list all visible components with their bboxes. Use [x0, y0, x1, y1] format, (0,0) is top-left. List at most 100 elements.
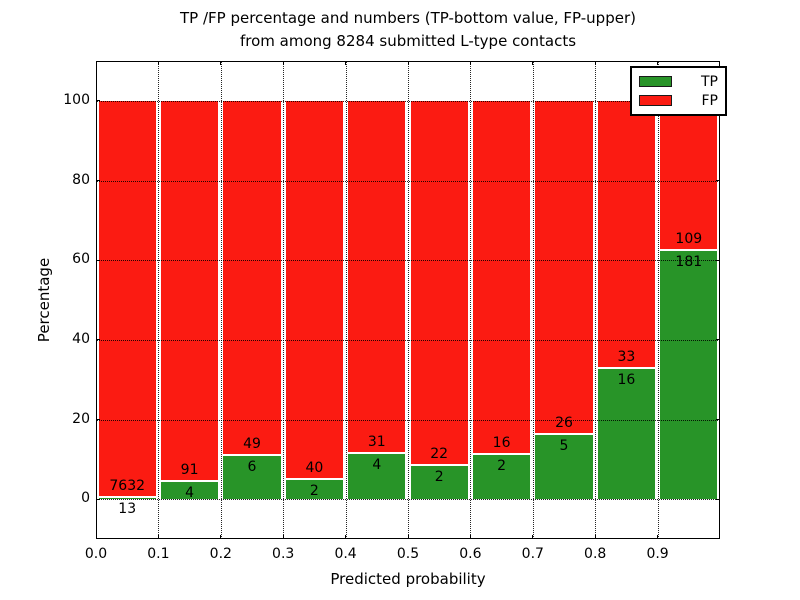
tick-mark-top: [157, 61, 159, 65]
tick-mark-bottom: [407, 535, 409, 539]
bar-label-tp: 2: [497, 457, 507, 474]
bar-label-tp: 2: [434, 468, 444, 485]
tick-mark-top: [657, 61, 659, 65]
legend-label-tp: TP: [701, 73, 718, 90]
y-tick-label: 40: [72, 330, 90, 347]
gridline-vertical: [158, 61, 160, 539]
gridline-vertical: [345, 61, 347, 539]
bar-label-tp: 181: [675, 253, 703, 270]
bar-segment-tp: [660, 250, 718, 500]
gridline-vertical: [657, 61, 659, 539]
bar-label-fp: 40: [305, 460, 324, 477]
tick-mark-bottom: [282, 535, 284, 539]
tick-mark-bottom: [157, 535, 159, 539]
bar-label-tp: 16: [617, 372, 636, 389]
bar-label-fp: 16: [492, 434, 511, 451]
y-axis-label: Percentage: [35, 257, 53, 343]
bar-segment-tp: [597, 369, 656, 500]
gridline-vertical: [220, 61, 222, 539]
bar-label-fp: 31: [367, 433, 386, 450]
tick-mark-top: [345, 61, 347, 65]
tick-mark-bottom: [532, 535, 534, 539]
bar-segment-fp: [348, 100, 406, 452]
bar-label-fp: 49: [243, 435, 261, 452]
tick-mark-top: [532, 61, 534, 65]
bar-segment-tp: [98, 498, 156, 500]
bar-label-fp: 91: [180, 462, 199, 479]
bar-segment-fp: [160, 100, 219, 481]
bar-segment-fp: [472, 100, 531, 453]
x-tick-label: 0.3: [272, 546, 295, 562]
x-tick-label: 0.4: [334, 546, 357, 562]
bar-label-tp: 4: [372, 456, 382, 473]
bar-segment-fp: [223, 100, 281, 454]
x-axis-label: Predicted probability: [330, 570, 486, 588]
bar-segment-fp: [285, 100, 344, 479]
tick-mark-right: [716, 180, 720, 181]
tick-mark-bottom: [594, 535, 596, 539]
bar-label-tp: 5: [559, 437, 569, 454]
tick-mark-right: [716, 259, 720, 261]
tick-mark-left: [96, 419, 100, 420]
bar-segment-tp: [348, 453, 406, 500]
y-tick-label: 80: [72, 171, 90, 188]
bar-segment-tp: [223, 455, 281, 500]
bar-segment-fp: [535, 100, 593, 433]
x-tick-label: 0.1: [147, 546, 170, 562]
x-tick-label: 0.8: [584, 546, 607, 562]
bar-segment-fp: [597, 100, 656, 368]
chart-title-line-2: from among 8284 submitted L-type contact…: [239, 32, 577, 50]
gridline-vertical: [595, 61, 597, 539]
gridline-vertical: [283, 61, 285, 539]
x-tick-label: 0.0: [84, 546, 108, 562]
chart-title-line-1: TP /FP percentage and numbers (TP-bottom…: [180, 9, 636, 27]
bar-label-fp: 33: [617, 349, 636, 366]
tick-mark-top: [469, 61, 471, 65]
y-tick-label: 20: [72, 410, 90, 427]
chart-title: TP /FP percentage and numbers (TP-bottom…: [96, 7, 720, 53]
bar-label-fp: 26: [555, 414, 573, 431]
x-tick-label: 0.5: [396, 546, 420, 562]
tick-mark-left: [96, 339, 100, 341]
bar-segment-fp: [410, 100, 468, 464]
x-tick-label: 0.7: [521, 546, 544, 562]
tick-mark-bottom: [657, 535, 659, 539]
bar-segment-tp: [535, 434, 593, 500]
tick-mark-right: [716, 339, 720, 341]
gridline-vertical: [470, 61, 472, 539]
x-tick-label: 0.2: [209, 546, 232, 562]
bar-segment-tp: [410, 465, 468, 500]
bar-label-tp: 2: [309, 483, 319, 500]
legend-row-tp: TP: [639, 75, 718, 89]
bar-segment-tp: [160, 482, 219, 500]
bar-label-fp: 22: [430, 445, 449, 462]
gridline-vertical: [532, 61, 534, 539]
tick-mark-right: [716, 498, 720, 500]
gridline-vertical: [408, 61, 409, 539]
plot-area: 7632 13 91 4 49 6 40 2 31 4 22 2 16 2 26 5 33 16 109 181 TP…: [96, 61, 727, 539]
tick-mark-left: [96, 180, 100, 181]
tick-mark-right: [716, 419, 720, 420]
tick-mark-left: [96, 100, 100, 102]
legend-swatch-tp-icon: [639, 76, 672, 87]
x-tick-label: 0.9: [646, 546, 669, 562]
bar-segment-fp: [98, 100, 156, 497]
y-tick-label: 100: [63, 91, 90, 108]
y-tick-label: 0: [81, 490, 90, 507]
tick-mark-left: [96, 498, 100, 500]
tick-mark-bottom: [345, 535, 347, 539]
legend-label-fp: FP: [701, 92, 719, 109]
tick-mark-top: [282, 61, 284, 65]
bar-segment-tp: [472, 454, 531, 500]
tick-mark-bottom: [469, 535, 471, 539]
tick-mark-left: [96, 259, 100, 261]
bar-label-tp: 6: [247, 458, 257, 475]
tick-mark-bottom: [220, 535, 222, 539]
legend-row-fp: FP: [639, 94, 718, 108]
bar-segment-tp: [285, 480, 344, 500]
y-tick-label: 60: [72, 251, 90, 268]
tick-mark-top: [220, 61, 222, 65]
tick-mark-top: [594, 61, 596, 65]
bar-label-tp: 13: [118, 501, 137, 518]
